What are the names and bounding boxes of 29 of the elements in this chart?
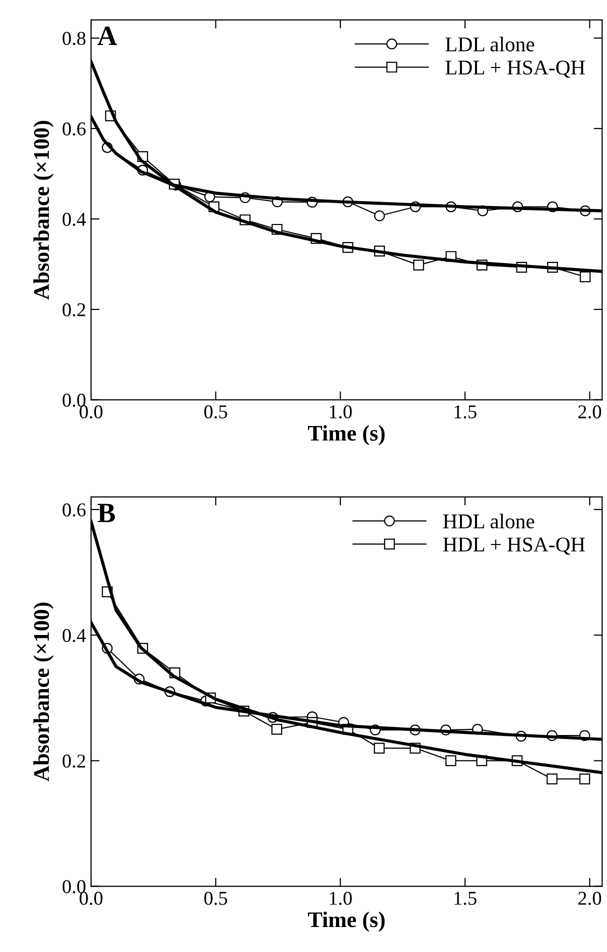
x-axis-title: Time (s) — [308, 425, 385, 446]
x-tick-label: 2.0 — [578, 405, 602, 418]
y-tick-label: 0.4 — [62, 628, 86, 642]
y-tick-label: 0.6 — [62, 503, 86, 517]
y-axis-title: Absorbance (×100) — [33, 602, 54, 782]
annotation: B — [98, 504, 115, 522]
y-tick-label: 0.6 — [62, 122, 86, 136]
x-tick-label: 0.5 — [204, 405, 228, 418]
y-tick-label: 0.0 — [62, 394, 86, 407]
y-tick-label: 0.0 — [62, 880, 86, 894]
x-tick-label: 1.5 — [454, 892, 476, 905]
x-tick-label: 0.0 — [80, 405, 102, 418]
x-tick-label: 1.5 — [454, 405, 476, 418]
legend-label: HDL + HSA-QH — [443, 538, 585, 555]
x-tick-label: 2.0 — [578, 892, 602, 905]
y-tick-label: 0.2 — [62, 303, 86, 316]
y-tick-label: 0.4 — [62, 212, 86, 226]
y-tick-label: 0.2 — [62, 754, 86, 768]
x-tick-label: 0.0 — [80, 892, 102, 905]
legend-label: LDL + HSA-QH — [445, 60, 585, 78]
legend-label: HDL alone — [443, 514, 534, 528]
x-tick-label: 1.0 — [330, 405, 352, 418]
annotation: A — [97, 26, 118, 45]
legend-label: LDL alone — [445, 36, 534, 52]
y-tick-label: 0.8 — [62, 32, 86, 46]
x-axis-title: Time (s) — [308, 912, 385, 932]
x-tick-label: 1.0 — [330, 892, 352, 905]
y-axis-title: Absorbance (×100) — [33, 120, 54, 300]
x-tick-label: 0.5 — [204, 892, 228, 905]
